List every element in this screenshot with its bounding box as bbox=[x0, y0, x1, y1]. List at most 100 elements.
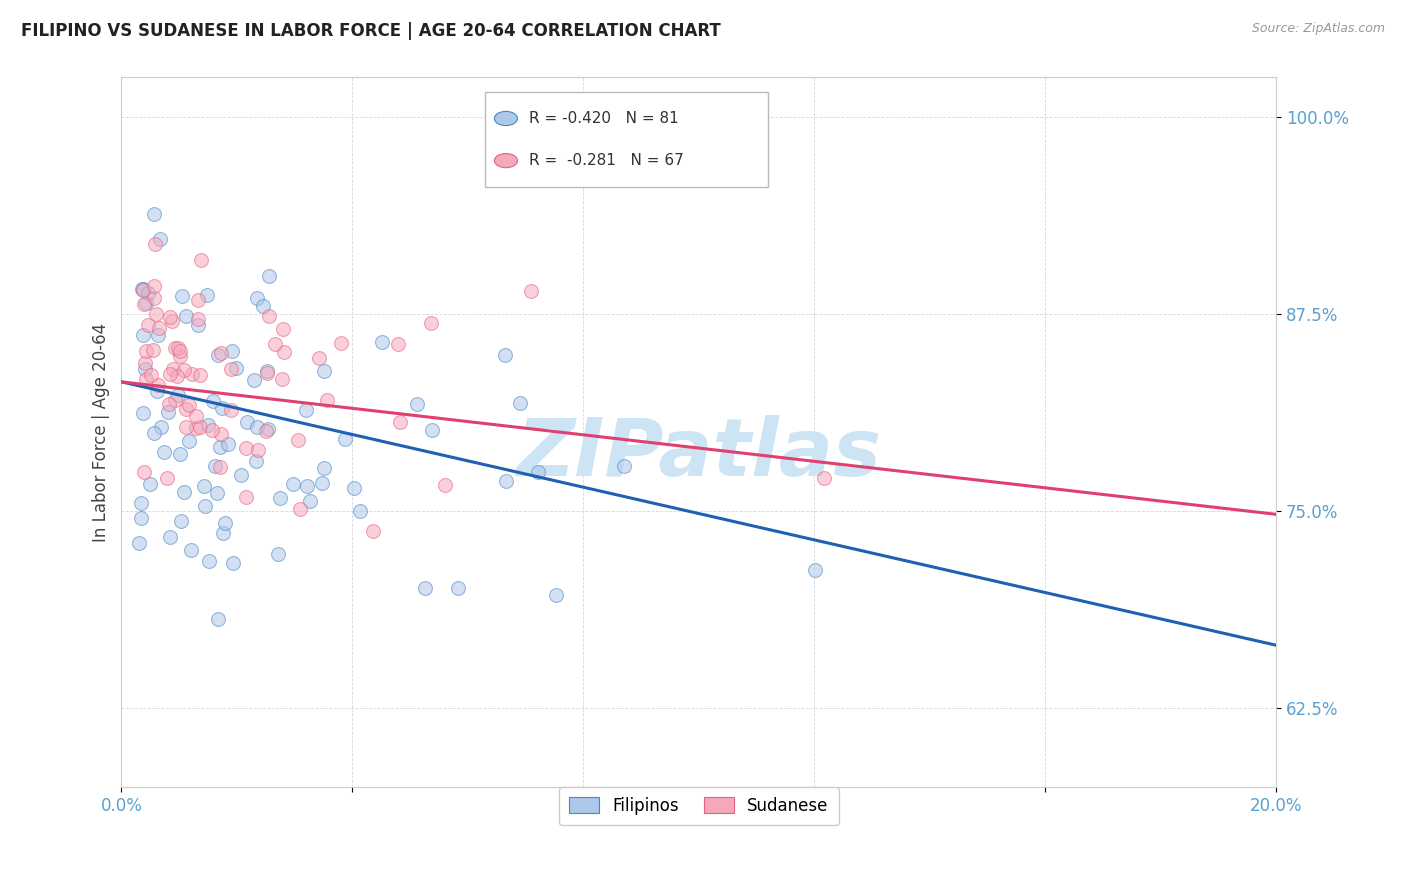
Point bbox=[314, 364, 336, 378]
Point bbox=[257, 269, 280, 284]
Point bbox=[207, 485, 229, 500]
Point bbox=[263, 337, 285, 351]
Point bbox=[235, 441, 257, 455]
Point bbox=[160, 314, 183, 328]
Point bbox=[174, 420, 197, 434]
Text: R =  -0.281   N = 67: R = -0.281 N = 67 bbox=[529, 153, 683, 168]
Point bbox=[242, 373, 264, 387]
Point bbox=[159, 368, 181, 382]
Point bbox=[195, 287, 218, 301]
Point bbox=[165, 392, 187, 407]
Point bbox=[270, 372, 292, 386]
Point bbox=[201, 423, 224, 437]
Point bbox=[148, 321, 170, 335]
Point bbox=[613, 458, 636, 473]
Point bbox=[222, 556, 245, 570]
Point bbox=[146, 328, 169, 343]
Point bbox=[295, 479, 318, 493]
Point bbox=[546, 588, 568, 602]
Point bbox=[188, 368, 211, 383]
Point bbox=[159, 310, 181, 324]
Point bbox=[246, 420, 269, 434]
Point bbox=[371, 334, 394, 349]
Point bbox=[198, 554, 221, 568]
Point bbox=[136, 318, 159, 332]
Point bbox=[209, 346, 232, 360]
Point bbox=[252, 299, 274, 313]
Circle shape bbox=[495, 153, 517, 168]
Point bbox=[179, 398, 201, 412]
Point bbox=[406, 396, 429, 410]
Point bbox=[131, 282, 153, 296]
Point bbox=[287, 433, 309, 447]
Point bbox=[308, 351, 330, 366]
Point bbox=[520, 284, 543, 298]
Point bbox=[246, 291, 269, 305]
Point bbox=[174, 402, 197, 417]
Point bbox=[143, 207, 166, 221]
Text: ZIPatlas: ZIPatlas bbox=[516, 415, 882, 492]
Point bbox=[804, 563, 827, 577]
Point bbox=[166, 387, 188, 401]
Point bbox=[159, 530, 181, 544]
Point bbox=[186, 311, 208, 326]
Y-axis label: In Labor Force | Age 20-64: In Labor Force | Age 20-64 bbox=[93, 323, 110, 541]
Point bbox=[214, 516, 236, 530]
Point bbox=[131, 283, 153, 297]
Point bbox=[173, 362, 195, 376]
Point bbox=[389, 415, 412, 429]
Point bbox=[495, 474, 517, 488]
Point bbox=[208, 460, 231, 475]
Point bbox=[157, 405, 180, 419]
Point bbox=[179, 542, 201, 557]
Point bbox=[132, 406, 155, 420]
Point bbox=[179, 434, 201, 448]
Point bbox=[254, 424, 277, 438]
Point bbox=[193, 479, 215, 493]
Point bbox=[245, 454, 267, 468]
Point bbox=[235, 415, 257, 429]
Point bbox=[259, 309, 281, 323]
Point bbox=[256, 364, 278, 378]
Point bbox=[134, 362, 156, 376]
FancyBboxPatch shape bbox=[485, 92, 768, 187]
Point bbox=[146, 378, 169, 392]
Point bbox=[184, 421, 207, 435]
Point bbox=[219, 361, 242, 376]
Point bbox=[311, 475, 333, 490]
Point bbox=[218, 437, 240, 451]
Point bbox=[212, 525, 235, 540]
Point bbox=[219, 403, 242, 417]
Point bbox=[229, 467, 252, 482]
Point bbox=[256, 366, 278, 380]
Point bbox=[335, 432, 357, 446]
Point bbox=[433, 478, 456, 492]
Legend: Filipinos, Sudanese: Filipinos, Sudanese bbox=[560, 787, 838, 825]
Point bbox=[188, 419, 211, 434]
Point bbox=[207, 612, 229, 626]
Point bbox=[169, 343, 191, 358]
Point bbox=[494, 348, 516, 362]
Point bbox=[174, 309, 197, 323]
Point bbox=[128, 535, 150, 549]
Point bbox=[343, 481, 366, 495]
Point bbox=[269, 491, 291, 505]
Point bbox=[173, 484, 195, 499]
Point bbox=[813, 470, 835, 484]
Point bbox=[211, 401, 233, 415]
Point bbox=[202, 394, 225, 409]
Point bbox=[204, 459, 226, 474]
Point bbox=[135, 296, 157, 310]
Point bbox=[225, 361, 247, 376]
Point bbox=[413, 581, 436, 595]
Point bbox=[143, 237, 166, 252]
Point bbox=[509, 395, 531, 409]
Point bbox=[132, 282, 155, 296]
Point bbox=[152, 445, 174, 459]
Point bbox=[187, 293, 209, 307]
Point bbox=[288, 501, 311, 516]
Point bbox=[156, 471, 179, 485]
Point bbox=[247, 442, 270, 457]
Point bbox=[143, 425, 166, 440]
Point bbox=[142, 279, 165, 293]
